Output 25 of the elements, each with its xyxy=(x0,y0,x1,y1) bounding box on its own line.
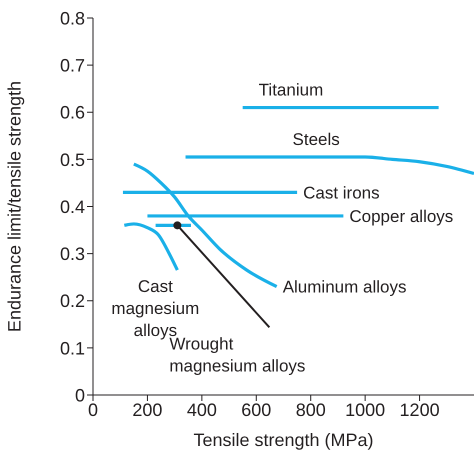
y-tick-label: 0.2 xyxy=(60,291,85,312)
y-tick-label: 0.4 xyxy=(60,196,85,217)
line-series xyxy=(122,222,179,272)
y-tick-label: 0.5 xyxy=(60,150,85,170)
x-tick-label: 200 xyxy=(132,400,162,420)
x-tick-label: 400 xyxy=(186,400,217,420)
y-tick-label: 0.1 xyxy=(60,338,85,358)
series-label: Titanium xyxy=(258,80,324,100)
series-label: Aluminum alloys xyxy=(282,278,406,297)
y-tick-label: 0.3 xyxy=(60,244,85,264)
y-tick-label: 0.6 xyxy=(60,102,85,123)
y-tick-label: 0.7 xyxy=(60,56,85,76)
y-axis-title: Endurance limit/tensile strength xyxy=(4,80,24,332)
x-tick-label: 1200 xyxy=(400,400,440,420)
x-tick-label: 800 xyxy=(296,400,326,420)
y-tick-label: 0 xyxy=(74,385,85,406)
series-label: Copper alloys xyxy=(349,206,454,226)
x-tick-label: 1000 xyxy=(345,400,386,420)
line-series xyxy=(184,155,474,176)
x-tick-label: 600 xyxy=(241,400,272,420)
series-label: Steels xyxy=(292,130,340,150)
series-label: Cast irons xyxy=(303,183,380,202)
y-tick-label: 0.8 xyxy=(60,8,85,28)
x-axis-title: Tensile strength (MPa) xyxy=(193,430,374,450)
x-tick-label: 0 xyxy=(88,400,98,420)
